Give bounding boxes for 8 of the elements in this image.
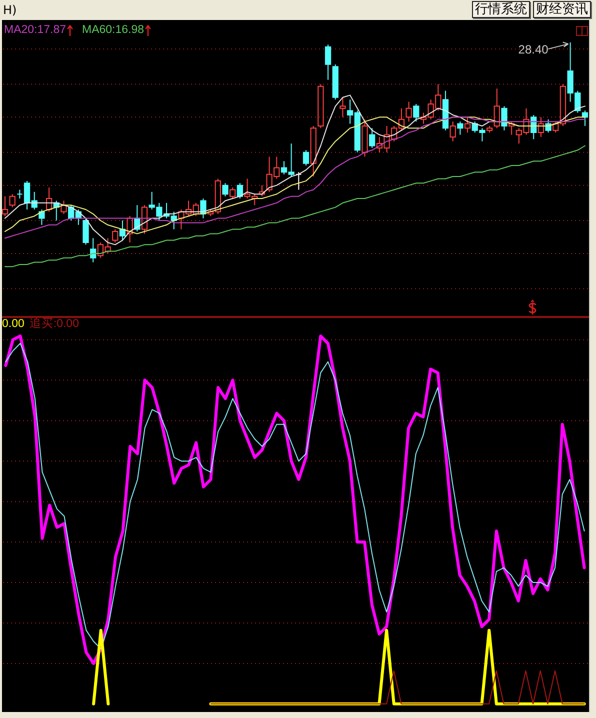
text: 财经资讯 [533,1,591,18]
text: 追买:0.00 [29,318,79,331]
text: MA60:16.98 [82,24,144,37]
text: 行情系统 [472,1,530,18]
text: 0.00 [2,318,24,331]
text: H) [3,3,17,17]
annotation: 28.40 [518,42,549,56]
text: MA20:17.87 [4,24,66,37]
